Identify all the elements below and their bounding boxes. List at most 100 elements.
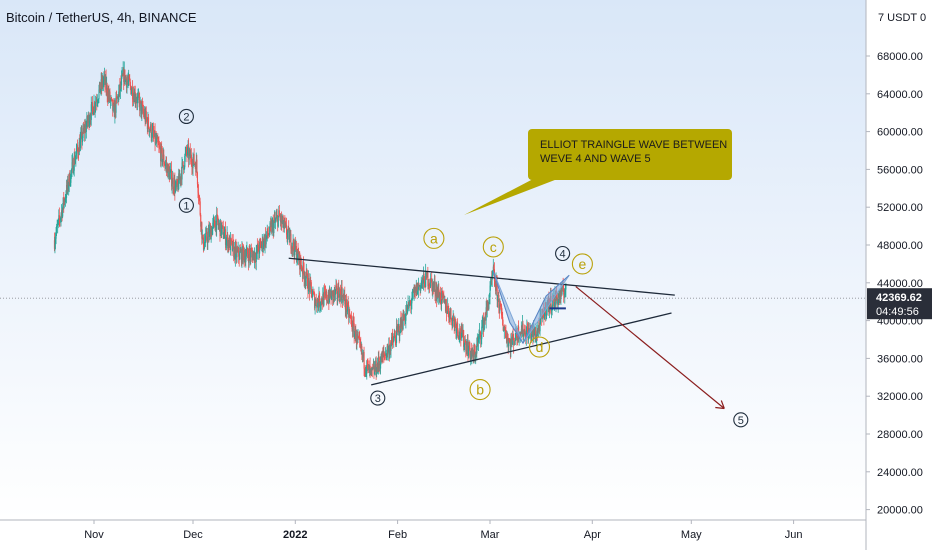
candle (189, 143, 191, 165)
upper-trendline[interactable] (288, 257, 675, 296)
candle-body (130, 91, 132, 95)
candle-body (490, 277, 492, 286)
candle (461, 322, 463, 333)
candle-body (119, 82, 121, 92)
candle (492, 270, 494, 279)
time-axis[interactable]: Nov Dec 2022 Feb Mar Apr May Jun (84, 520, 802, 541)
callout-box[interactable] (528, 129, 732, 180)
candle (199, 198, 201, 217)
candle (220, 220, 222, 239)
candle-body (315, 299, 317, 306)
candle-body (222, 225, 224, 227)
candle-body (157, 142, 159, 145)
candle-body (427, 286, 429, 287)
candle (325, 285, 327, 300)
candle-body (463, 330, 465, 347)
candle (374, 361, 376, 376)
candle (472, 344, 474, 361)
candle-body (460, 327, 462, 339)
last-price-badge[interactable] (867, 288, 932, 320)
candle (408, 300, 410, 312)
candle-body (314, 293, 316, 309)
candle-body (58, 215, 60, 219)
candle-body (122, 74, 124, 76)
candle-body (68, 185, 70, 189)
callout-text-line-1: ELLIOT TRAINGLE WAVE BETWEEN (540, 139, 727, 151)
candle (128, 74, 130, 81)
candle-body (319, 304, 321, 306)
candle-body (402, 313, 404, 330)
candle (77, 147, 79, 159)
candle (125, 74, 127, 80)
candle-body (498, 294, 500, 309)
candle (79, 131, 81, 152)
candle-body (424, 286, 426, 288)
candle (533, 327, 535, 339)
candle (266, 235, 268, 240)
candle-body (553, 295, 555, 308)
candle-body (432, 282, 434, 293)
price-axis[interactable]: 68000.00 64000.00 60000.00 56000.00 52000.00… (866, 51, 932, 517)
candle (327, 289, 329, 305)
candle (427, 266, 429, 290)
candle-body (92, 112, 95, 116)
candle-body (222, 226, 224, 239)
candle (426, 271, 428, 278)
candle (378, 350, 380, 373)
candle (418, 277, 420, 298)
candle-body (267, 228, 269, 235)
candle (364, 365, 366, 377)
candle (267, 228, 269, 239)
candle (423, 272, 425, 280)
candle-body (152, 128, 154, 135)
candle (282, 214, 284, 233)
candle (89, 114, 91, 128)
candle-body (62, 206, 64, 217)
candle (537, 322, 539, 337)
candle-body (105, 77, 107, 90)
wave-label-2: 2 (178, 108, 194, 125)
candle (161, 146, 163, 166)
candle-body (266, 235, 268, 237)
candle-body (464, 340, 466, 345)
callout[interactable]: ELLIOT TRAINGLE WAVE BETWEEN WEVE 4 AND W… (464, 129, 732, 215)
candle-body (330, 293, 332, 301)
candle (110, 95, 112, 106)
candle (287, 230, 289, 245)
candle-body (464, 340, 466, 342)
lower-trendline[interactable] (371, 312, 672, 386)
candle-body (501, 306, 503, 316)
candle (523, 328, 525, 335)
candle-body (359, 340, 361, 345)
candle (479, 330, 481, 338)
candle (225, 236, 227, 248)
candle-body (480, 338, 482, 340)
candle (511, 336, 513, 348)
candle (212, 217, 214, 235)
candle (206, 227, 208, 243)
candle-body (346, 311, 348, 312)
candle (402, 309, 404, 331)
candle (324, 286, 326, 299)
candle (118, 84, 120, 103)
candle-body (146, 118, 148, 120)
candle-body (268, 233, 271, 235)
candle (333, 290, 335, 304)
projection-trendline[interactable] (575, 286, 725, 409)
wave-label-3: 3 (370, 390, 386, 406)
candle-body (268, 234, 270, 236)
candle-body (94, 102, 96, 110)
candle (352, 316, 354, 337)
price-tick-label: 32000.00 (877, 391, 923, 403)
candle-body (91, 102, 93, 107)
candle-body (424, 278, 426, 287)
candle-body (345, 299, 348, 312)
candle (463, 342, 465, 353)
candle (459, 325, 461, 341)
candle-body (259, 241, 261, 254)
wave-label-circle (555, 245, 571, 262)
candle (537, 325, 539, 337)
candle-body (557, 299, 559, 305)
candle-body (193, 154, 195, 165)
